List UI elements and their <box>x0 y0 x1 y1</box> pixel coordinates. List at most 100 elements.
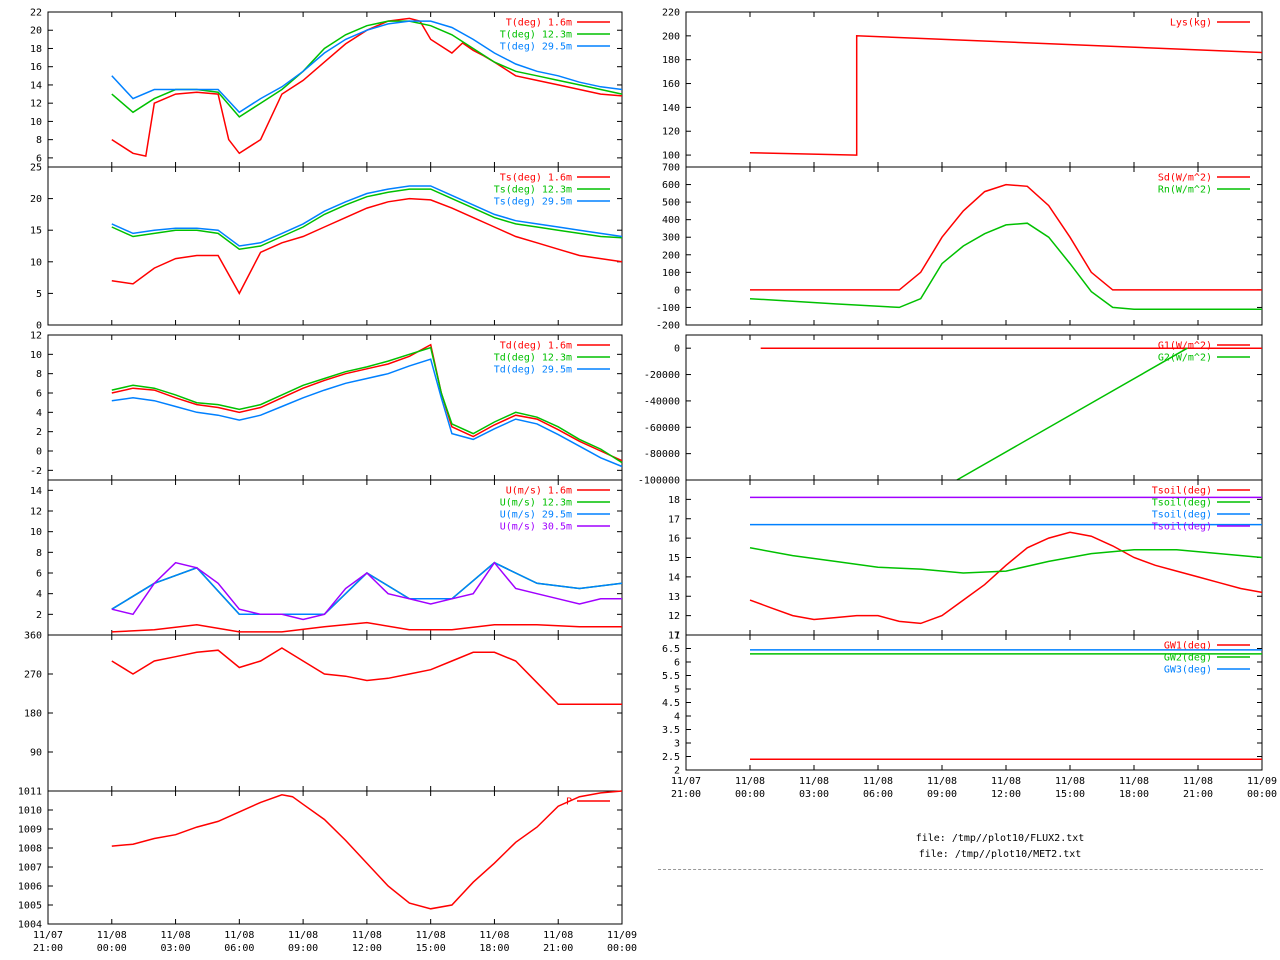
legend-label: G2(W/m^2) <box>1158 353 1212 364</box>
y-tick-label: 14 <box>30 486 42 497</box>
x-tick-label: 06:00 <box>224 943 254 954</box>
legend-label: Td(deg) 29.5m <box>494 365 572 376</box>
x-tick-label: 11/09 <box>607 930 637 941</box>
y-tick-label: 7 <box>674 631 680 642</box>
legend-label: Tsoil(deg) <box>1152 510 1212 521</box>
x-tick-label: 09:00 <box>288 943 318 954</box>
y-tick-label: 1011 <box>18 787 42 798</box>
series-line <box>956 347 1188 481</box>
x-tick-label: 11/08 <box>1183 776 1213 787</box>
y-tick-label: 300 <box>662 233 680 244</box>
series-line <box>111 621 622 633</box>
y-tick-label: 1007 <box>18 863 42 874</box>
y-tick-label: 12 <box>30 99 42 110</box>
legend-label: Tsoil(deg) <box>1152 498 1212 509</box>
x-tick-label: 11/08 <box>288 930 318 941</box>
y-tick-label: 700 <box>662 163 680 174</box>
panel-10: 2 2.5 3 3.5 4 4.5 5 5.5 6 6.5 7 11/07 21:00 11/08 00:0… <box>662 631 1277 801</box>
x-tick-label: 12:00 <box>991 789 1021 800</box>
y-tick-label: -20000 <box>644 370 680 381</box>
y-tick-label: 22 <box>30 8 42 19</box>
y-tick-label: -100 <box>656 303 680 314</box>
legend-label: Tsoil(deg) <box>1152 522 1212 533</box>
y-tick-label: 2 <box>36 427 42 438</box>
x-tick-label: 11/08 <box>735 776 765 787</box>
panel-frame <box>47 166 623 326</box>
series-line <box>111 790 623 910</box>
y-tick-label: 6 <box>36 569 42 580</box>
y-tick-label: 400 <box>662 215 680 226</box>
legend-label: Lys(kg) <box>1170 18 1212 29</box>
y-tick-label: 8 <box>36 548 42 559</box>
y-tick-label: 160 <box>662 79 680 90</box>
y-tick-label: 12 <box>30 507 42 518</box>
panel-8: -100000 -80000 -60000 -40000 -20000 0 G1(W/m^2… <box>638 334 1263 487</box>
y-tick-label: 6.5 <box>662 644 680 655</box>
legend-label: Ts(deg) 1.6m <box>500 173 572 184</box>
x-tick-label: 00:00 <box>607 943 637 954</box>
y-tick-label: 8 <box>36 135 42 146</box>
x-tick-label: 21:00 <box>33 943 63 954</box>
y-tick-label: 1005 <box>18 901 42 912</box>
y-tick-label: 10 <box>30 117 42 128</box>
y-tick-label: 12 <box>30 331 42 342</box>
series-line <box>111 185 623 247</box>
legend-label: U(m/s) 12.3m <box>500 498 572 509</box>
x-tick-label: 03:00 <box>161 943 191 954</box>
x-tick-label: 11/08 <box>991 776 1021 787</box>
series-line <box>111 197 623 295</box>
legend-label: Td(deg) 1.6m <box>500 341 572 352</box>
legend-label: P <box>566 797 572 808</box>
series-line <box>111 346 623 464</box>
series-line <box>111 188 623 250</box>
y-tick-label: 15 <box>668 553 680 564</box>
y-tick-label: 1004 <box>18 920 42 931</box>
legend-label: GW2(deg) <box>1164 653 1212 664</box>
y-tick-label: 1008 <box>18 844 42 855</box>
x-tick-label: 11/08 <box>352 930 382 941</box>
legend-label: U(m/s) 29.5m <box>500 510 572 521</box>
series-line <box>111 561 622 621</box>
legend-label: T(deg) 1.6m <box>506 18 572 29</box>
legend-label: Rn(W/m^2) <box>1158 185 1212 196</box>
legend-label: Tsoil(deg) <box>1152 486 1212 497</box>
y-tick-label: 1006 <box>18 882 42 893</box>
x-tick-label: 06:00 <box>863 789 893 800</box>
series-line <box>111 561 623 616</box>
y-tick-label: 6 <box>674 658 680 669</box>
y-tick-label: 18 <box>30 44 42 55</box>
series-line <box>111 17 623 158</box>
panel-7: -200 -100 0 100 200 300 400 500 600 700 Sd(W/m^2)R… <box>656 163 1263 332</box>
y-tick-label: 1010 <box>18 806 42 817</box>
source-file-flux: file: /tmp//plot10/FLUX2.txt <box>915 833 1085 844</box>
x-tick-label: 00:00 <box>1247 789 1277 800</box>
y-tick-label: 2 <box>36 610 42 621</box>
series-line <box>111 358 623 468</box>
panel-frame <box>47 790 623 925</box>
y-tick-label: 4 <box>36 589 42 600</box>
x-tick-label: 15:00 <box>1055 789 1085 800</box>
y-tick-label: 11 <box>668 631 680 642</box>
x-tick-label: 11/08 <box>479 930 509 941</box>
y-tick-label: 180 <box>24 709 42 720</box>
separator-line <box>658 869 1263 870</box>
legend-label: Ts(deg) 29.5m <box>494 197 572 208</box>
series-line <box>111 20 623 114</box>
y-tick-label: 25 <box>30 163 42 174</box>
panel-frame <box>47 634 623 792</box>
legend-label: GW3(deg) <box>1164 665 1212 676</box>
legend-label: Ts(deg) 12.3m <box>494 185 572 196</box>
y-tick-label: 360 <box>24 631 42 642</box>
y-tick-label: 20 <box>30 194 42 205</box>
y-tick-label: 0 <box>36 447 42 458</box>
y-tick-label: 100 <box>662 268 680 279</box>
x-tick-label: 11/08 <box>543 930 573 941</box>
y-tick-label: 0 <box>674 285 680 296</box>
series-line <box>111 343 623 462</box>
x-tick-label: 00:00 <box>735 789 765 800</box>
panel-6: 100 120 140 160 180 200 220 Lys(kg) <box>662 8 1263 168</box>
panel-frame <box>685 166 1263 326</box>
y-tick-label: 500 <box>662 198 680 209</box>
y-tick-label: 200 <box>662 31 680 42</box>
panel-frame <box>685 11 1263 168</box>
